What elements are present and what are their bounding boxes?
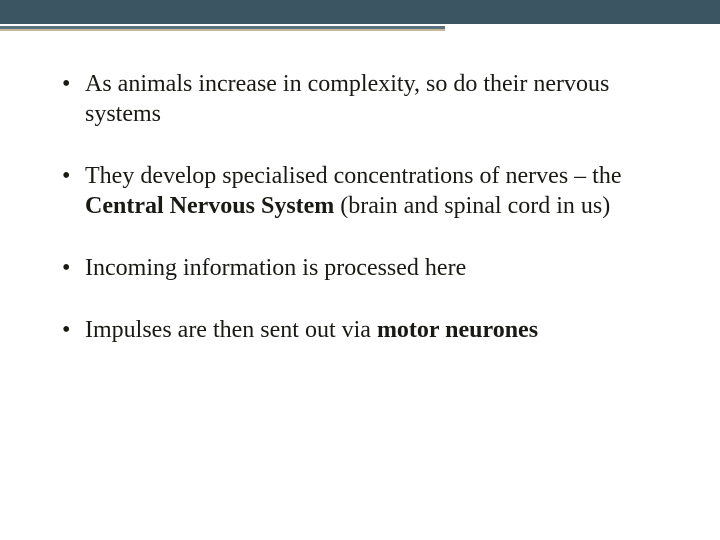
slide-top-bar bbox=[0, 0, 720, 24]
bullet-text-segment: They develop specialised concentrations … bbox=[85, 163, 621, 189]
bullet-item: Impulses are then sent out via motor neu… bbox=[60, 315, 660, 345]
bullet-text-segment: As animals increase in complexity, so do… bbox=[85, 71, 609, 127]
bullet-text-segment: (brain and spinal cord in us) bbox=[334, 193, 610, 219]
bullet-text-segment: Central Nervous System bbox=[85, 193, 334, 219]
bullet-item: Incoming information is processed here bbox=[60, 253, 660, 283]
slide-accent-line-2 bbox=[0, 29, 445, 31]
slide-content: As animals increase in complexity, so do… bbox=[0, 24, 720, 345]
bullet-list: As animals increase in complexity, so do… bbox=[60, 69, 660, 345]
bullet-text-segment: motor neurones bbox=[377, 317, 538, 343]
bullet-text-segment: Incoming information is processed here bbox=[85, 255, 466, 281]
bullet-text-segment: Impulses are then sent out via bbox=[85, 317, 377, 343]
bullet-item: As animals increase in complexity, so do… bbox=[60, 69, 660, 129]
bullet-item: They develop specialised concentrations … bbox=[60, 161, 660, 221]
